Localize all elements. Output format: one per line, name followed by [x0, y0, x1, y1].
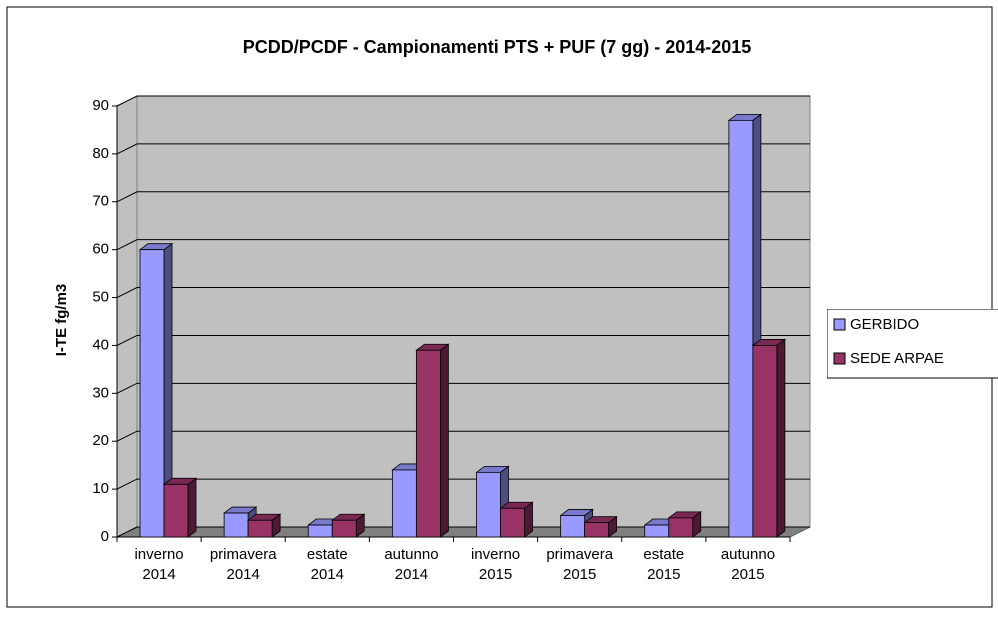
bar [644, 524, 670, 538]
x-tick-label: autunno 2014 [384, 546, 438, 583]
bar-side [187, 477, 197, 538]
grid-line [116, 191, 810, 203]
y-tick-label: 70 [92, 193, 109, 210]
legend-swatch [833, 352, 846, 365]
y-tick-label: 60 [92, 241, 109, 258]
bar [331, 519, 357, 538]
grid-line [116, 239, 810, 251]
legend: GERBIDO SEDE ARPAE [827, 309, 998, 379]
x-tick-label: autunno 2015 [721, 546, 775, 583]
x-tick-label: primavera 2015 [546, 546, 613, 583]
y-axis-label: I-TE fg/m3 [53, 284, 70, 357]
x-tick-label: estate 2015 [643, 546, 684, 583]
grid-line [116, 382, 810, 394]
bar [560, 515, 586, 538]
y-tick-label: 30 [92, 384, 109, 401]
bar [500, 507, 525, 538]
legend-swatch [833, 318, 846, 331]
x-tick-label: inverno 2015 [471, 546, 520, 583]
y-tick-label: 20 [92, 432, 109, 449]
x-tick-label: estate 2014 [307, 546, 348, 583]
legend-box [827, 309, 998, 379]
bar-side [776, 338, 786, 538]
bar-side [439, 343, 449, 538]
back-wall [136, 95, 811, 528]
grid-line [116, 143, 810, 155]
plot-area: 0 10 20 30 40 50 60 70 80 90 inverno 2014 primavera 2… [92, 95, 811, 583]
bar [163, 483, 189, 538]
y-tick-label: 40 [92, 336, 109, 353]
side-wall [116, 95, 138, 538]
y-tick-label: 80 [92, 145, 109, 162]
grid-line [116, 334, 810, 346]
y-tick-label: 90 [92, 97, 109, 114]
floor [116, 526, 811, 538]
grid-line [116, 95, 810, 107]
bar [223, 512, 249, 538]
grid-line [116, 287, 810, 299]
bar [668, 517, 694, 538]
chart-title: PCDD/PCDF - Campionamenti PTS + PUF (7 g… [243, 37, 752, 57]
bar [728, 119, 754, 538]
grid-line [116, 430, 810, 442]
bar [139, 249, 165, 538]
bar [584, 522, 610, 538]
bar [415, 349, 441, 538]
grid-line [116, 478, 810, 490]
bar [476, 471, 501, 538]
bar [247, 519, 273, 538]
y-tick-label: 0 [101, 528, 109, 545]
legend-label: SEDE ARPAE [850, 350, 944, 367]
legend-label: GERBIDO [850, 316, 919, 333]
y-tick-label: 50 [92, 289, 109, 306]
y-tick-label: 10 [92, 480, 109, 497]
x-tick-label: inverno 2014 [134, 546, 183, 583]
x-tick-label: primavera 2014 [210, 546, 277, 583]
bar [307, 524, 333, 538]
bar [391, 469, 417, 538]
bar [752, 345, 778, 538]
